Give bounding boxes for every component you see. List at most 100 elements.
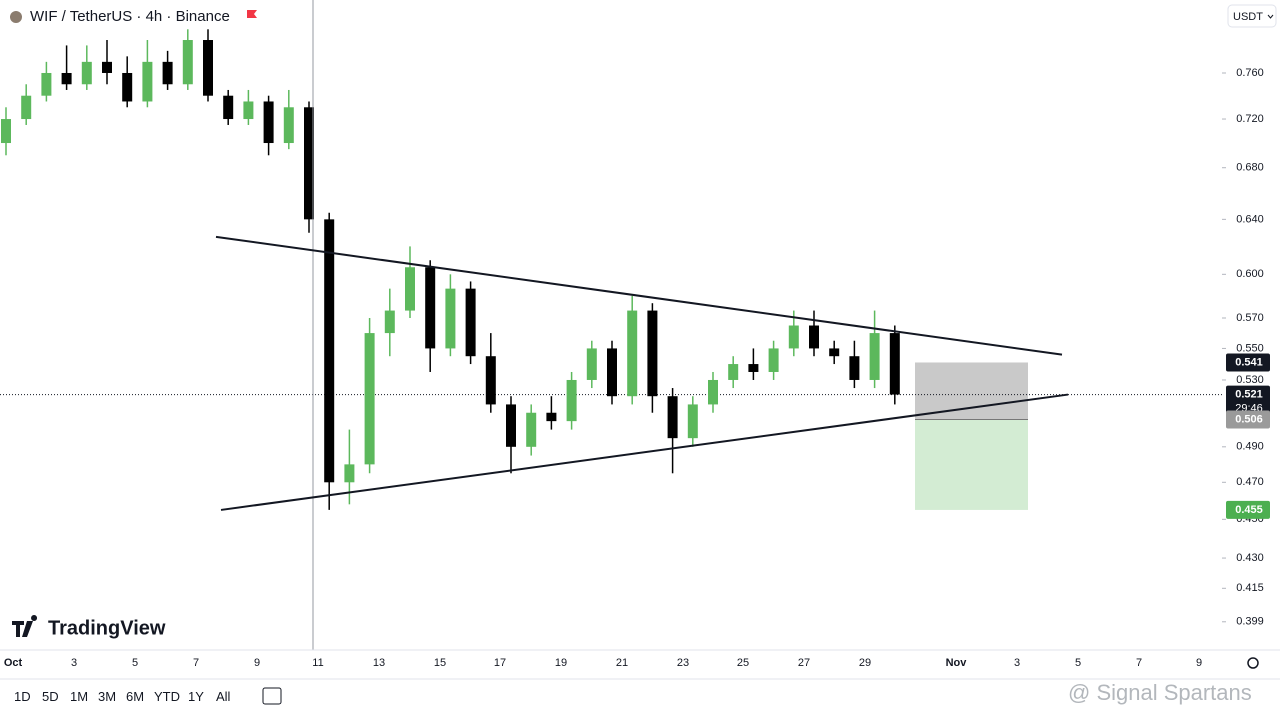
- price-label-bg: [1226, 500, 1270, 519]
- x-tick-label: 7: [193, 657, 199, 669]
- y-tick-label: 0.490: [1236, 441, 1264, 453]
- price-label-bg: [1226, 353, 1270, 372]
- timeframe-button[interactable]: 5D: [42, 689, 59, 704]
- x-tick-label: 9: [1196, 657, 1202, 669]
- candle-body: [566, 379, 577, 422]
- candle-body: [122, 72, 133, 102]
- timeframe-button[interactable]: 3M: [98, 689, 117, 704]
- candle-body: [405, 267, 415, 311]
- y-tick-label: 0.430: [1236, 552, 1264, 564]
- stop-zone: [915, 362, 1028, 420]
- candle-body: [384, 310, 395, 334]
- candle-body: [647, 310, 658, 397]
- x-tick-label: 3: [71, 657, 77, 669]
- y-tick-label: 0.760: [1236, 67, 1264, 79]
- candle-body: [304, 107, 314, 220]
- tv-logo: [12, 615, 38, 637]
- y-tick-label: 0.600: [1236, 268, 1264, 280]
- price-label: 0.506: [1235, 413, 1263, 425]
- date-range-icon[interactable]: [262, 687, 282, 705]
- flag-icon: [247, 10, 257, 18]
- x-tick-label: 19: [555, 657, 567, 669]
- timeframe-button[interactable]: YTD: [154, 689, 180, 704]
- candle-body: [485, 356, 496, 405]
- candle-body: [667, 396, 678, 439]
- y-tick-label: 0.415: [1236, 582, 1264, 594]
- x-tick-label: 7: [1136, 657, 1142, 669]
- candle-body: [708, 379, 718, 405]
- candle-body: [243, 101, 254, 120]
- candle-body: [849, 356, 860, 380]
- settings-icon[interactable]: [1247, 657, 1259, 669]
- x-tick-label: 17: [494, 657, 506, 669]
- timeframe-button[interactable]: All: [216, 689, 231, 704]
- candle-body: [102, 61, 112, 73]
- candle-body: [586, 348, 597, 380]
- coin-icon: [10, 11, 22, 23]
- currency-button[interactable]: [1227, 4, 1277, 28]
- x-tick-label: 27: [798, 657, 810, 669]
- candle-body: [748, 364, 759, 372]
- x-tick-label: 23: [677, 657, 689, 669]
- target-zone: [915, 419, 1028, 510]
- candle-body: [283, 107, 294, 144]
- brand: TradingView: [48, 617, 166, 639]
- candle-body: [324, 219, 335, 483]
- price-label-bg: [1226, 385, 1270, 416]
- trendline: [220, 393, 1069, 511]
- candle-body: [142, 61, 153, 102]
- price-label-bg: [1226, 410, 1270, 429]
- timeframe-button[interactable]: 6M: [126, 689, 145, 704]
- y-tick-label: 0.550: [1236, 342, 1264, 354]
- x-tick-label: 9: [254, 657, 260, 669]
- candle-body: [809, 325, 819, 349]
- candle-body: [21, 95, 32, 120]
- price-label: 0.455: [1235, 504, 1263, 516]
- candle-body: [788, 325, 799, 349]
- x-tick-label: 29: [859, 657, 871, 669]
- candle-body: [61, 72, 72, 85]
- candle-body: [465, 288, 476, 357]
- candle-body: [81, 61, 92, 85]
- x-tick-label: 5: [132, 657, 138, 669]
- y-tick-label: 0.720: [1236, 113, 1264, 125]
- candle-body: [687, 404, 698, 439]
- y-tick-label: 0.530: [1236, 374, 1264, 386]
- candle-body: [546, 412, 557, 422]
- candle-body: [263, 101, 274, 144]
- timeframe-button[interactable]: 1D: [14, 689, 31, 704]
- candle-body: [364, 333, 375, 465]
- y-tick-label: 0.470: [1236, 476, 1264, 488]
- candle-body: [1, 119, 11, 144]
- candle-body: [829, 348, 840, 357]
- candle-body: [203, 40, 213, 96]
- candle-body: [41, 72, 52, 96]
- x-tick-label: 13: [373, 657, 385, 669]
- x-tick-label: 5: [1075, 657, 1081, 669]
- y-tick-label: 0.399: [1236, 616, 1264, 628]
- x-tick-label: 21: [616, 657, 628, 669]
- candle-body: [526, 412, 537, 447]
- candle-body: [223, 95, 234, 120]
- price-label: 0.521: [1235, 388, 1263, 400]
- candle-body: [627, 310, 638, 397]
- trendline: [215, 235, 1063, 356]
- watermark: @ Signal Spartans: [1068, 680, 1252, 705]
- x-tick-label: Nov: [946, 657, 968, 669]
- candle-body: [162, 61, 173, 85]
- candle-body: [728, 364, 739, 380]
- timeframe-button[interactable]: 1M: [70, 689, 89, 704]
- currency-label[interactable]: USDT: [1233, 11, 1263, 23]
- y-tick-label: 0.680: [1236, 162, 1264, 174]
- price-label: 0.541: [1235, 356, 1263, 368]
- chevron: [1267, 14, 1274, 19]
- chart-title: WIF / TetherUS · 4h · Binance: [30, 8, 230, 25]
- y-tick-label: 0.640: [1236, 213, 1264, 225]
- timeframe-button[interactable]: 1Y: [188, 689, 204, 704]
- candle-body: [768, 348, 779, 372]
- x-tick-label: Oct: [4, 657, 23, 669]
- y-tick-label: 0.570: [1236, 312, 1264, 324]
- candle-body: [445, 288, 456, 349]
